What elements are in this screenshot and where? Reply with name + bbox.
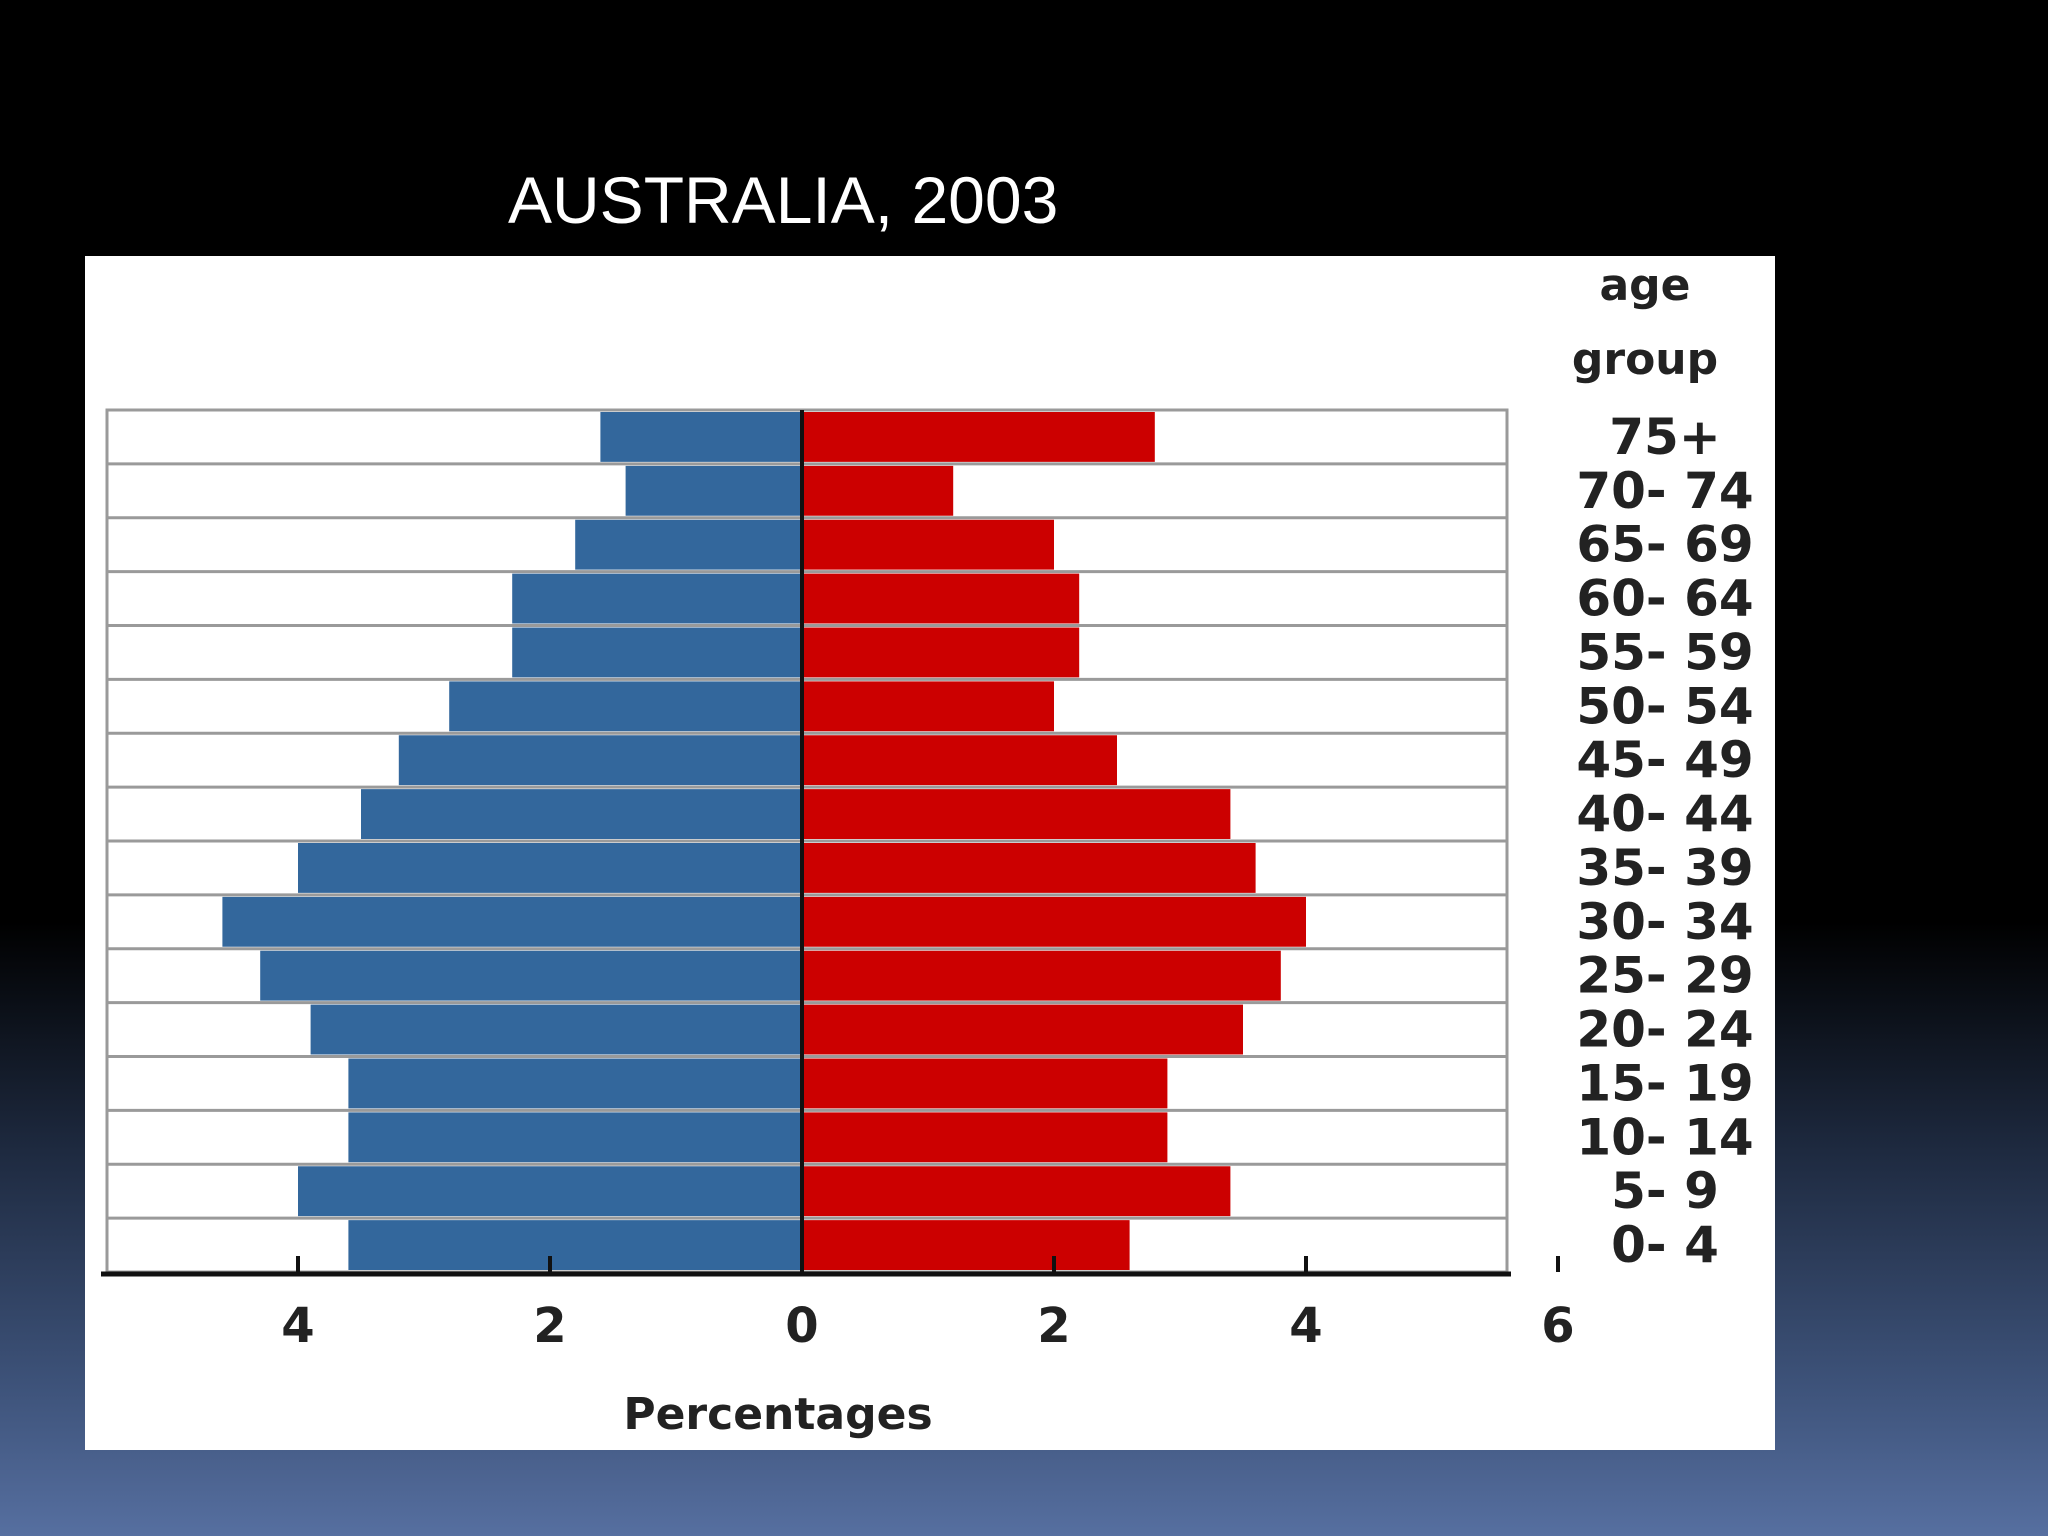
female-bar xyxy=(802,1112,1168,1163)
age-group-label: 15- 19 xyxy=(1576,1054,1753,1112)
female-bar xyxy=(802,1004,1243,1055)
female-bar xyxy=(802,573,1080,624)
age-group-label: 20- 24 xyxy=(1576,1001,1753,1059)
age-group-title-line-2: group xyxy=(1572,334,1718,385)
male-bar xyxy=(575,519,802,570)
female-bar xyxy=(802,1058,1168,1109)
male-bar xyxy=(222,896,802,947)
male-bar xyxy=(348,1220,802,1270)
x-tick-label: 6 xyxy=(1541,1298,1574,1354)
age-group-label: 75+ xyxy=(1609,408,1720,466)
age-group-label: 65- 69 xyxy=(1576,516,1753,574)
female-bar xyxy=(802,896,1306,947)
x-tick-label: 4 xyxy=(1289,1298,1322,1354)
male-bar xyxy=(398,735,802,786)
female-bar xyxy=(802,735,1117,786)
age-group-label: 70- 74 xyxy=(1576,462,1753,520)
male-bar xyxy=(310,1004,802,1055)
female-bar xyxy=(802,950,1281,1001)
male-bar xyxy=(348,1112,802,1163)
age-group-title-line-1: age xyxy=(1599,260,1690,311)
female-bar xyxy=(802,789,1231,839)
male-bar xyxy=(298,843,802,893)
age-group-label: 25- 29 xyxy=(1576,947,1753,1005)
age-group-label: 55- 59 xyxy=(1576,623,1753,681)
male-bar xyxy=(625,465,802,516)
age-group-label: 0- 4 xyxy=(1611,1216,1719,1274)
female-bar xyxy=(802,519,1054,570)
female-bar xyxy=(802,465,954,516)
female-bar xyxy=(802,843,1256,893)
x-tick-label: 2 xyxy=(533,1298,566,1354)
male-bar xyxy=(449,681,802,732)
male-bar xyxy=(600,412,802,462)
male-bar xyxy=(361,789,802,839)
chart-panel: 75+ 70- 74 65- 69 60- 64 55- 59 50- 54 45- 49 4… xyxy=(85,256,1775,1450)
grid-layer xyxy=(105,408,1509,1274)
male-bar xyxy=(298,1166,802,1217)
x-axis-title: Percentages xyxy=(623,1389,932,1440)
age-group-label: 50- 54 xyxy=(1576,677,1753,735)
x-tick-label: 4 xyxy=(281,1298,314,1354)
male-bar xyxy=(348,1058,802,1109)
female-bar xyxy=(802,681,1054,732)
female-bar xyxy=(802,412,1155,462)
female-bar xyxy=(802,1166,1231,1217)
age-group-label: 5- 9 xyxy=(1611,1162,1719,1220)
age-group-label: 45- 49 xyxy=(1576,731,1753,789)
male-bar xyxy=(512,627,802,678)
axis-layer xyxy=(101,410,1560,1277)
age-group-label: 40- 44 xyxy=(1576,785,1753,843)
age-group-label: 10- 14 xyxy=(1576,1108,1753,1166)
age-group-label: 30- 34 xyxy=(1576,893,1753,951)
age-group-label: 35- 39 xyxy=(1576,839,1753,897)
female-bar xyxy=(802,627,1080,678)
male-bar xyxy=(260,950,802,1001)
slide-title: AUSTRALIA, 2003 xyxy=(508,163,1059,237)
x-tick-label: 2 xyxy=(1037,1298,1070,1354)
male-bar xyxy=(512,573,802,624)
bars-layer xyxy=(222,412,1306,1270)
female-bar xyxy=(802,1220,1130,1270)
age-group-label: 60- 64 xyxy=(1576,570,1753,628)
x-tick-label: 0 xyxy=(785,1298,818,1354)
